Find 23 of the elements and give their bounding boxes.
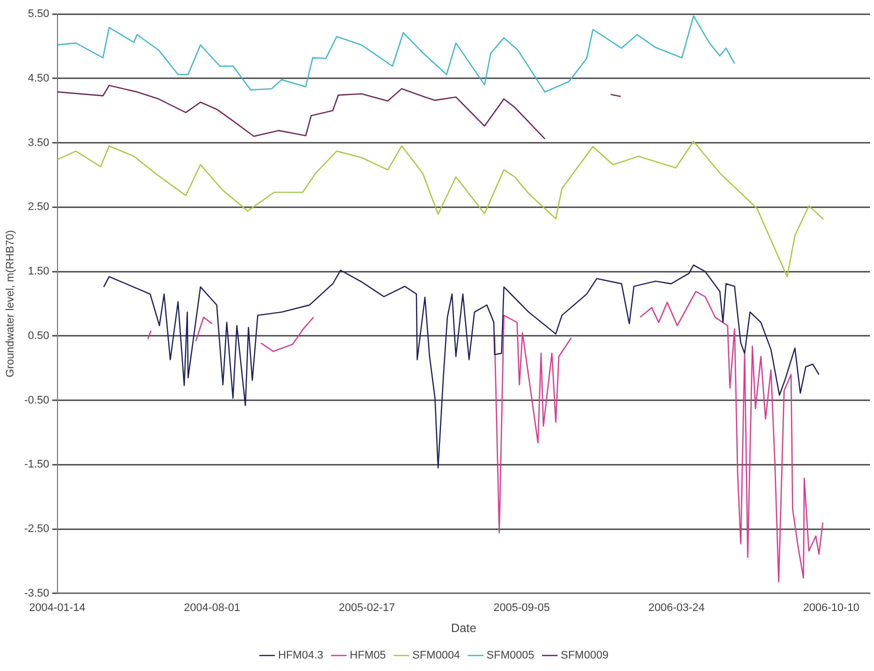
y-tick-label: -2.50 [24,523,50,536]
y-tick-label: 0.50 [28,330,50,342]
x-tick-label: 2004-01-14 [29,602,86,614]
y-tick-label: -0.50 [24,394,50,406]
x-axis-title: Date [450,621,477,636]
x-tick-label: 2006-10-10 [803,602,860,614]
y-tick-label: -1.50 [24,458,50,471]
y-axis-title: Groundwater level, m(RHB70) [4,230,17,378]
x-tick-label: 2004-08-01 [184,602,240,614]
y-tick-label: 5.50 [28,8,50,20]
legend-label: HFM04.3 [278,650,324,662]
y-tick-label: -3.50 [24,587,50,600]
y-tick-label: 1.50 [28,266,50,278]
legend-label: HFM05 [350,650,386,662]
legend-label: SFM0004 [412,650,460,662]
x-tick-label: 2005-09-05 [494,602,550,614]
y-tick-label: 3.50 [28,136,50,149]
x-tick-label: 2005-02-17 [338,602,396,614]
x-tick-label: 2006-03-24 [648,602,705,614]
y-tick-label: 4.50 [28,72,50,84]
legend-label: SFM0009 [560,650,608,662]
legend-label: SFM0005 [486,650,534,662]
y-tick-label: 2.50 [28,201,50,214]
